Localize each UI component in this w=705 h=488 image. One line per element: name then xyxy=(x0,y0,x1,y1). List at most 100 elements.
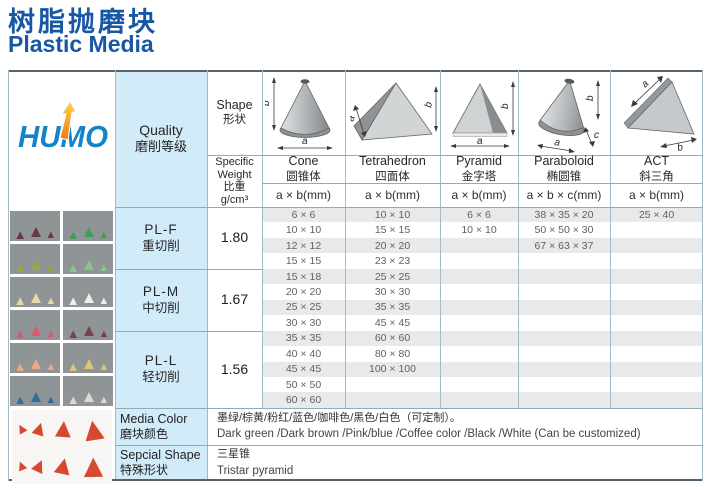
specific-weight-line1: Specific xyxy=(215,156,254,168)
size-row: 15 × 18 25 × 25 xyxy=(262,268,703,285)
act-illustration: a b xyxy=(618,76,698,157)
size-cell: 67 × 63 × 37 xyxy=(534,239,594,252)
special-shape-value-en: Tristar pyramid xyxy=(217,464,294,477)
media-color-label-zh: 磨块颜色 xyxy=(120,426,169,441)
size-cell: 6 × 6 xyxy=(291,208,316,221)
paraboloid-dim-c-label: c xyxy=(594,130,599,141)
shape-header-zh: 形状 xyxy=(223,114,246,127)
size-cell xyxy=(610,331,703,346)
specific-weight-pll: 1.56 xyxy=(220,360,249,377)
specific-weight-plm: 1.67 xyxy=(220,291,249,308)
size-cell xyxy=(610,377,703,392)
column-header-act: ACT 斜三角 xyxy=(611,154,702,183)
plm-grade: PL-M xyxy=(142,283,180,299)
size-cell xyxy=(518,362,610,377)
act-name-zh: 斜三角 xyxy=(639,170,674,183)
logo-arrow-icon xyxy=(59,100,77,141)
size-cell xyxy=(440,238,518,253)
size-cell: 60 × 60 xyxy=(374,332,411,345)
product-photo-thumbnail: ▲ ▲ ▲ xyxy=(63,343,113,373)
paraboloid-dim-b-label: b xyxy=(585,95,596,101)
size-cell xyxy=(440,300,518,315)
grid-line xyxy=(115,207,703,208)
size-cell xyxy=(610,253,703,268)
specific-weight-line2: Weight xyxy=(217,168,252,181)
size-cell: 80 × 80 xyxy=(374,347,411,360)
special-shape-label-en: Sepcial Shape xyxy=(120,448,201,463)
size-cell: 12 × 12 xyxy=(285,239,322,252)
paraboloid-name-en: Paraboloid xyxy=(534,154,594,168)
tetrahedron-dim-b-label: b xyxy=(423,101,435,109)
size-cell: 25 × 25 xyxy=(285,301,322,314)
product-photo-thumbnail: ▲ ▲ ▲ xyxy=(10,277,60,307)
paraboloid-dims-header: a × b × c(mm) xyxy=(526,187,602,202)
size-cell xyxy=(440,253,518,268)
size-cell xyxy=(610,300,703,315)
product-photo-thumbnail: ▲ ▲ ▲ xyxy=(63,244,113,274)
size-row: 45 × 45 100 × 100 xyxy=(262,361,703,377)
grid-line xyxy=(207,70,208,479)
grid-line xyxy=(115,331,262,332)
product-photo-thumbnail: ▲ ▲ ▲ xyxy=(63,211,113,241)
size-cell xyxy=(610,222,703,237)
size-cell: 25 × 40 xyxy=(638,208,675,221)
grid-line xyxy=(440,70,441,408)
size-cell: 50 × 50 × 30 xyxy=(534,224,594,237)
pyramid-dim-a-label: a xyxy=(477,136,483,147)
size-cell xyxy=(610,315,703,330)
specific-weight-header: Specific Weight 比重 g/cm³ xyxy=(208,156,261,206)
quality-group-plm: PL-M 中切削 xyxy=(116,270,206,330)
table-top-border xyxy=(8,70,703,72)
size-cell: 10 × 10 xyxy=(374,208,411,221)
size-cell xyxy=(518,331,610,346)
size-cell xyxy=(440,346,518,361)
size-row: 25 × 25 35 × 35 xyxy=(262,299,703,316)
size-cell xyxy=(610,269,703,284)
special-shape-label: Sepcial Shape 特殊形状 xyxy=(115,446,207,480)
size-cell: 50 × 50 xyxy=(285,378,322,391)
specific-weight-zh: 比重 xyxy=(223,181,246,193)
size-cell xyxy=(610,362,703,377)
size-cell xyxy=(518,253,610,268)
size-cell xyxy=(518,284,610,299)
quality-column-background xyxy=(115,70,207,481)
size-cell: 100 × 100 xyxy=(368,363,416,376)
size-cell: 38 × 35 × 20 xyxy=(534,208,594,221)
pyramid-dim-b-label: b xyxy=(500,103,511,109)
media-color-value-zh: 墨绿/棕黄/粉红/蓝色/咖啡色/黑色/白色（可定制）。 xyxy=(217,411,461,424)
grid-line xyxy=(115,269,262,270)
size-cell xyxy=(440,284,518,299)
act-name-en: ACT xyxy=(644,154,669,168)
size-cell: 30 × 30 xyxy=(374,285,411,298)
shape-header-en: Shape xyxy=(216,97,253,112)
photo-grid: ▲ ▲ ▲ ▲ ▲ ▲ ▲ ▲ ▲ ▲ ▲ ▲ ▲ ▲ ▲ ▲ ▲ ▲ ▲ ▲ ▲ ▲ ▲ ▲ ▲ ▲ ▲ ▲ ▲ ▲ ▲ ▲ ▲ ▲ ▲ ▲ xyxy=(10,211,114,406)
special-shape-value: 三星锥 Tristar pyramid xyxy=(217,446,699,480)
cone-dim-a-label: a xyxy=(302,136,308,147)
cone-dims-header: a × b(mm) xyxy=(275,187,331,202)
size-cell xyxy=(440,377,518,392)
size-cell xyxy=(440,269,518,284)
size-table-body: 6 × 6 10 × 10 6 × 6 38 × 35 × 20 25 × 40 10 ×… xyxy=(262,207,703,408)
size-cell xyxy=(345,377,440,392)
quality-group-pll: PL-L 轻切削 xyxy=(116,332,206,407)
page-title-chinese: 树脂抛磨块 xyxy=(8,7,158,37)
table-left-border xyxy=(8,70,9,481)
special-shape-label-zh: 特殊形状 xyxy=(120,463,169,478)
size-cell: 40 × 40 xyxy=(285,347,322,360)
size-cell xyxy=(440,331,518,346)
grid-line xyxy=(262,183,703,184)
size-cell xyxy=(518,392,610,407)
size-cell: 60 × 60 xyxy=(285,394,322,407)
product-photo-thumbnail: ▲ ▲ ▲ xyxy=(63,277,113,307)
size-cell xyxy=(518,269,610,284)
size-cell xyxy=(518,377,610,392)
size-cell: 10 × 10 xyxy=(285,224,322,237)
size-cell: 35 × 35 xyxy=(374,301,411,314)
media-color-label-en: Media Color xyxy=(120,411,188,426)
size-row: 60 × 60 xyxy=(262,392,703,408)
size-cell xyxy=(610,284,703,299)
product-photo-large: ▲ ▲ ▲ ▲ ▲ ▲ ▲ ▲ xyxy=(12,410,112,484)
product-photo-thumbnail: ▲ ▲ ▲ xyxy=(10,211,60,241)
paraboloid-dim-a-label: a xyxy=(554,137,562,149)
tetrahedron-name-en: Tetrahedron xyxy=(359,154,426,168)
